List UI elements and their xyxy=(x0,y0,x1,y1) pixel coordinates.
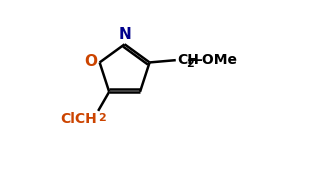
Text: CH: CH xyxy=(177,53,199,67)
Text: N: N xyxy=(118,27,131,42)
Text: —OMe: —OMe xyxy=(188,53,237,67)
Text: ClCH: ClCH xyxy=(61,112,97,126)
Text: 2: 2 xyxy=(98,113,106,123)
Text: O: O xyxy=(84,54,97,69)
Text: 2: 2 xyxy=(186,59,194,69)
